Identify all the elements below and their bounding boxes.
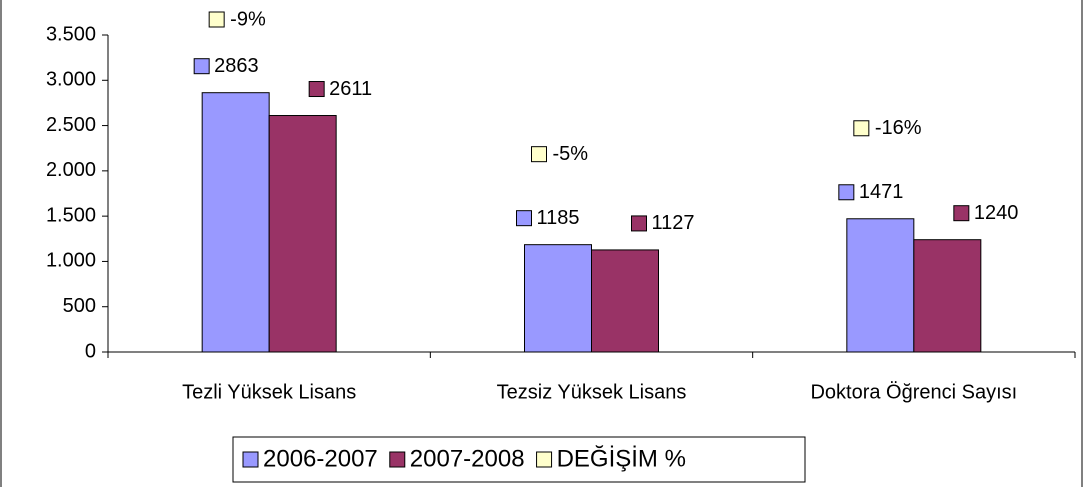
- bar: [268, 115, 337, 353]
- x-tick-label: Tezsiz Yüksek Lisans: [497, 381, 687, 403]
- x-tick-label: Tezli Yüksek Lisans: [182, 381, 356, 403]
- y-tick-label: 0: [85, 340, 96, 362]
- legend-box: [232, 436, 806, 483]
- legend-label: 2007-2008: [410, 445, 525, 472]
- label-key: [193, 58, 210, 75]
- label-key: [516, 210, 532, 227]
- bar: [913, 239, 982, 353]
- y-tick-label: 1.000: [46, 250, 96, 272]
- data-label: -5%: [553, 143, 589, 165]
- legend-key: [536, 451, 553, 468]
- legend-key: [389, 451, 406, 468]
- y-tick-label: 500: [63, 295, 96, 317]
- legend-key: [242, 451, 259, 468]
- label-key: [953, 205, 970, 222]
- label-key: [853, 120, 870, 137]
- bar: [524, 244, 592, 353]
- data-label: 1240: [974, 202, 1019, 224]
- y-tick-label: 3.000: [46, 69, 96, 91]
- data-label: 2611: [329, 78, 372, 100]
- data-label: 1127: [652, 212, 695, 234]
- data-label: 2863: [214, 55, 259, 77]
- label-key: [531, 146, 547, 163]
- label-key: [208, 11, 225, 28]
- data-label: -9%: [230, 8, 266, 30]
- bar: [591, 249, 659, 353]
- x-tick-label: Doktora Öğrenci Sayısı: [810, 381, 1017, 403]
- legend-label: 2006-2007: [263, 445, 378, 472]
- y-tick-label: 3.500: [46, 23, 96, 45]
- legend-label: DEĞİŞİM %: [557, 445, 686, 472]
- y-tick-label: 2.000: [46, 159, 96, 181]
- label-key: [308, 81, 325, 98]
- y-tick-label: 2.500: [46, 114, 96, 136]
- label-key: [631, 215, 647, 232]
- y-tick-label: 1.500: [46, 204, 96, 226]
- data-label: 1471: [859, 181, 904, 203]
- data-label: 1185: [537, 207, 580, 229]
- bar: [201, 92, 270, 353]
- data-label: -16%: [875, 117, 922, 139]
- bar: [846, 218, 915, 353]
- label-key: [838, 184, 855, 201]
